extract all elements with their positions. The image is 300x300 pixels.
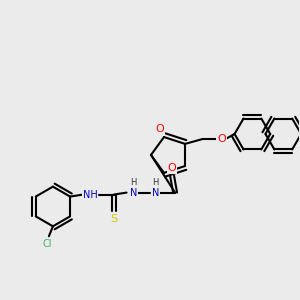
Text: N: N [130, 188, 137, 198]
Text: Cl: Cl [42, 239, 52, 249]
Text: H: H [130, 178, 137, 187]
Text: S: S [110, 214, 117, 224]
Text: O: O [156, 124, 164, 134]
Text: O: O [217, 134, 226, 144]
Text: N: N [152, 188, 159, 198]
Text: NH: NH [82, 190, 97, 200]
Text: H: H [152, 178, 158, 187]
Text: O: O [168, 163, 176, 173]
